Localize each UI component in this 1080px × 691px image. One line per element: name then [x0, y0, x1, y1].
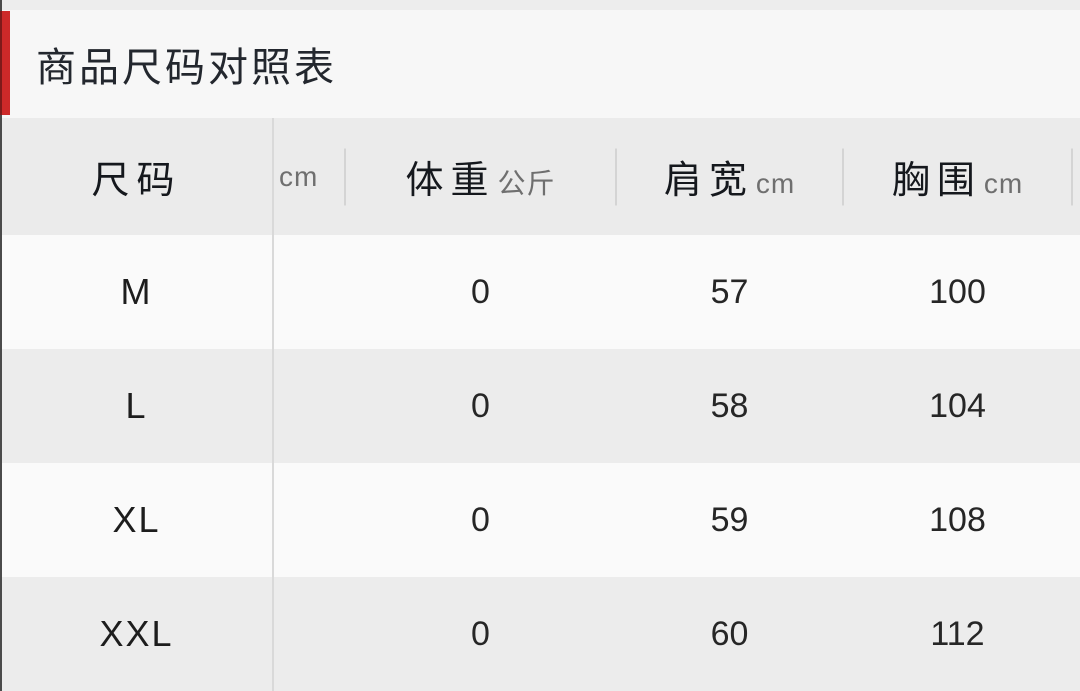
- chest-cell: 104: [929, 386, 986, 425]
- shoulder-cell: 59: [710, 500, 749, 539]
- shoulder-cell: 60: [710, 614, 749, 653]
- column-label-chest: 胸围: [891, 160, 982, 202]
- clipped-cell: [1072, 463, 1080, 577]
- height-cell: [273, 349, 345, 463]
- chest-cell: 100: [929, 272, 986, 311]
- weight-cell: 0: [471, 500, 490, 539]
- size-cell: L: [125, 385, 148, 426]
- table-row: XL 0 59 108: [0, 463, 1080, 577]
- page-title: 商品尺码对照表: [36, 46, 337, 90]
- size-chart-table[interactable]: 尺码 cm 体重公斤 肩宽cm 胸围cm M 0 57 100: [0, 118, 1080, 691]
- sticky-column-divider: [272, 118, 274, 691]
- table-row: XXL 0 60 112: [0, 577, 1080, 691]
- title-bar: 商品尺码对照表: [0, 10, 1080, 118]
- weight-cell: 0: [471, 614, 490, 653]
- table-header-row: 尺码 cm 体重公斤 肩宽cm 胸围cm: [0, 118, 1080, 235]
- column-unit-height: cm: [279, 160, 319, 192]
- table-row: M 0 57 100: [0, 235, 1080, 349]
- clipped-cell: [1072, 235, 1080, 349]
- height-cell: [273, 463, 345, 577]
- table-row: L 0 58 104: [0, 349, 1080, 463]
- shoulder-cell: 57: [710, 272, 749, 311]
- shoulder-cell: 58: [710, 386, 749, 425]
- column-header-clipped: [1072, 118, 1080, 235]
- weight-cell: 0: [471, 386, 490, 425]
- column-label-weight: 体重: [405, 160, 496, 202]
- red-accent-bar: [0, 11, 10, 115]
- chest-cell: 108: [929, 500, 986, 539]
- column-header-chest: 胸围cm: [843, 118, 1072, 235]
- weight-cell: 0: [471, 272, 490, 311]
- column-label-size: 尺码: [91, 160, 182, 202]
- column-unit-shoulder: cm: [755, 168, 796, 199]
- size-cell: XXL: [99, 613, 174, 654]
- column-unit-weight: 公斤: [497, 168, 556, 199]
- column-header-shoulder: 肩宽cm: [616, 118, 843, 235]
- height-cell: [273, 577, 345, 691]
- height-cell: [273, 235, 345, 349]
- column-header-size: 尺码: [0, 118, 273, 235]
- top-strip: [0, 0, 1080, 10]
- clipped-cell: [1072, 577, 1080, 691]
- screen-left-edge: [0, 0, 2, 691]
- column-header-height: cm: [273, 118, 345, 235]
- column-label-shoulder: 肩宽: [663, 160, 754, 202]
- clipped-cell: [1072, 349, 1080, 463]
- column-header-weight: 体重公斤: [345, 118, 616, 235]
- column-unit-chest: cm: [983, 168, 1024, 199]
- size-cell: XL: [112, 499, 161, 540]
- size-cell: M: [120, 271, 153, 312]
- chest-cell: 112: [930, 614, 985, 653]
